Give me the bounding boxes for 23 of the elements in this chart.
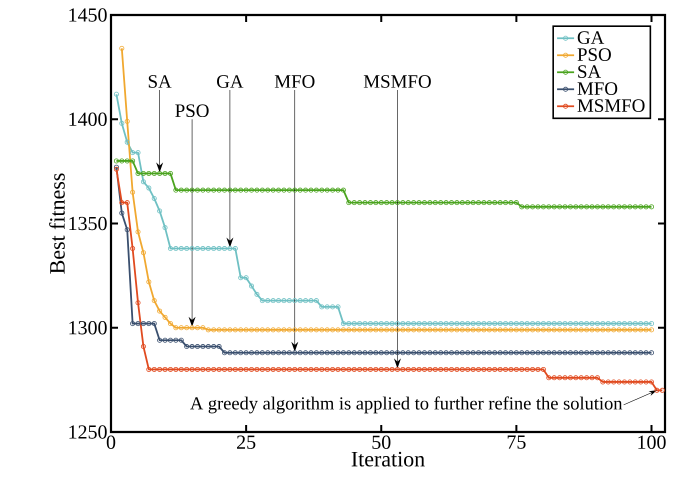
legend-label: GA xyxy=(578,31,604,44)
x-tick-label: 50 xyxy=(372,436,390,449)
legend-label: SA xyxy=(578,65,602,78)
y-axis-title: Best fitness xyxy=(49,173,65,274)
y-tick-label: 1250 xyxy=(69,425,107,439)
legend-label: MSMFO xyxy=(578,99,645,112)
x-tick-label: 75 xyxy=(508,436,526,449)
x-tick-label: 0 xyxy=(106,436,116,449)
y-tick-label: 1450 xyxy=(69,8,107,22)
x-axis-title: Iteration xyxy=(352,452,425,467)
legend-label: PSO xyxy=(578,48,611,61)
annotation: SA xyxy=(148,75,172,88)
y-tick-label: 1400 xyxy=(69,112,107,126)
x-tick-label: 100 xyxy=(638,436,666,449)
annotation: MSMFO xyxy=(364,75,431,88)
annotation: A greedy algorithm is applied to further refine the solution xyxy=(190,396,622,414)
annotation: MFO xyxy=(274,75,314,88)
x-tick-label: 25 xyxy=(237,436,256,449)
annotation: GA xyxy=(217,75,244,88)
annotation: PSO xyxy=(175,104,209,118)
y-tick-label: 1350 xyxy=(69,216,107,230)
legend-label: MFO xyxy=(578,82,618,95)
y-tick-label: 1300 xyxy=(69,321,107,334)
